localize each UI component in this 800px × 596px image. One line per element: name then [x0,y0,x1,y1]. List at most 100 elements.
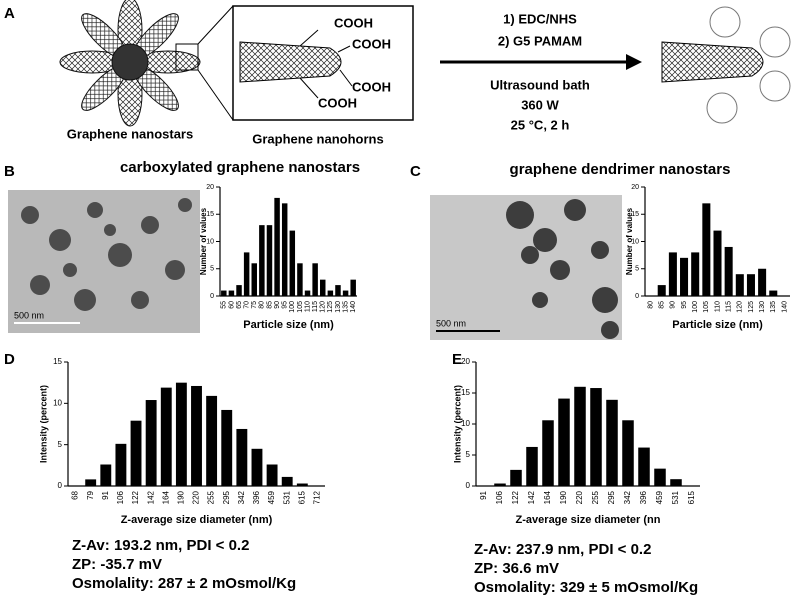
x-tick-label: 55 [221,301,228,309]
x-tick-label: 125 [748,301,755,313]
schematic-label: Graphene nanostars [67,126,193,141]
y-tick-label: 5 [635,266,639,273]
x-tick-label: 80 [259,301,266,309]
bar [191,385,202,486]
tem-image [430,195,622,340]
panel-label: B [4,163,15,180]
x-tick-label: 95 [282,301,289,309]
bar [638,447,650,486]
annotation: Z-Av: 237.9 nm, PDI < 0.2 [474,541,651,558]
x-tick-label: 60 [228,301,235,309]
panel-label: E [452,351,462,368]
bar [769,290,778,296]
panel-label: A [4,5,15,22]
bar [206,395,218,486]
bar [542,420,554,486]
x-tick-label: 80 [647,301,654,309]
x-tick-label: 100 [692,301,699,313]
x-tick-label: 190 [559,490,568,504]
y-tick-label: 10 [53,398,62,407]
bar [289,230,296,296]
x-tick-label: 531 [282,490,291,504]
zoom-box [175,43,199,71]
x-tick-label: 220 [575,490,584,504]
bar [100,464,112,486]
bar [297,263,303,296]
x-tick-label: 106 [495,490,504,504]
schematic-label: Graphene nanohorns [252,131,383,146]
panel-label: D [4,351,15,368]
y-tick-label: 15 [631,211,639,218]
bar [622,420,634,486]
scale-bar-label: 500 nm [436,318,466,328]
y-axis-label: Number of values [625,207,634,275]
nanohorn [239,41,342,83]
y-tick-label: 15 [461,388,470,397]
bar [304,290,311,296]
schematic-label: 360 W [521,97,559,112]
bar [115,443,127,486]
x-tick-label: 65 [236,301,243,309]
bar [526,446,538,486]
x-tick-label: 115 [725,301,732,312]
functionalized-nanohorn [661,41,764,83]
bar [251,263,257,296]
nanostar [59,0,201,127]
y-tick-label: 0 [466,481,471,490]
bar [746,274,755,296]
x-tick-label: 140 [350,301,357,313]
x-tick-label: 164 [543,490,552,504]
bar [702,203,711,296]
x-tick-label: 90 [274,301,281,309]
y-tick-label: 5 [210,266,214,273]
bar [654,468,666,486]
x-tick-label: 95 [681,301,688,309]
bar [130,420,142,486]
bar [296,483,308,486]
annotation: Z-Av: 193.2 nm, PDI < 0.2 [72,537,249,554]
bar [657,285,666,296]
y-tick-label: 20 [206,184,214,191]
x-tick-label: 255 [207,490,216,504]
schematic-label: COOH [352,79,391,94]
bar [281,476,293,486]
annotation: Osmolality: 287 ± 2 mOsmol/Kg [72,575,296,592]
bar [259,225,265,296]
bar [680,257,689,296]
bar [221,409,233,486]
x-tick-label: 295 [222,490,231,504]
x-tick-label: 615 [687,490,696,504]
y-tick-label: 20 [631,184,639,191]
y-tick-label: 15 [53,357,62,366]
x-tick-label: 164 [161,490,170,504]
x-tick-label: 712 [313,490,322,504]
bonds [299,29,353,99]
bar [221,290,227,296]
schematic-label: 2) G5 PAMAM [498,33,582,48]
x-tick-label: 615 [297,490,306,504]
annotation: ZP: -35.7 mV [72,556,162,573]
bar [335,285,341,296]
x-tick-label: 106 [116,490,125,504]
bar [691,252,700,296]
bar [312,263,318,296]
bar [281,203,288,296]
bar [236,285,242,296]
x-tick-label: 105 [297,301,304,313]
x-tick-label: 255 [591,490,600,504]
x-tick-label: 125 [327,301,334,313]
annotation: Osmolality: 329 ± 5 mOsmol/Kg [474,579,698,596]
schematic-label: COOH [352,36,391,51]
x-tick-label: 396 [639,490,648,504]
bar [236,428,248,486]
x-axis-label: Particle size (nm) [243,319,334,331]
dendrimers [706,6,791,124]
schematic-label: 25 °C, 2 h [511,117,570,132]
bar [606,399,618,486]
bar [590,388,602,486]
bar [175,382,187,486]
x-tick-label: 342 [237,490,246,504]
x-tick-label: 120 [737,301,744,313]
bar [574,386,586,486]
